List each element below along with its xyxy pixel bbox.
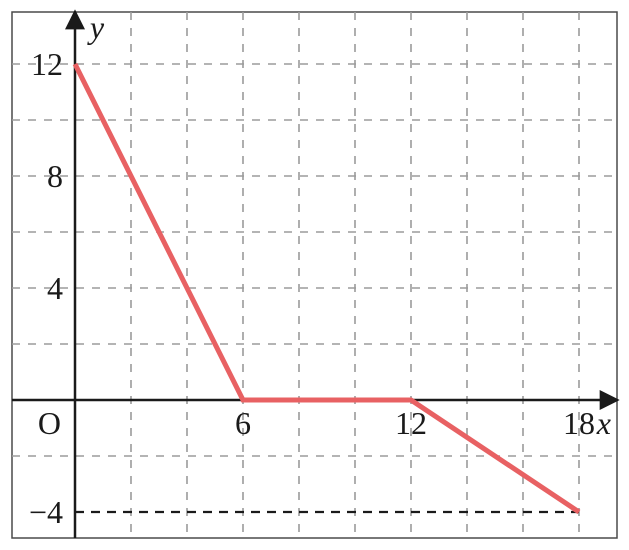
y-tick-label: 12 [31, 46, 63, 82]
y-tick-label: −4 [29, 494, 63, 530]
origin-label: O [38, 405, 61, 441]
y-axis-label: y [87, 9, 105, 45]
y-tick-label: 4 [47, 270, 63, 306]
line-chart: 6 12 18 −4 4 8 12 Ox y [0, 0, 629, 550]
chart-svg: 6 12 18 −4 4 8 12 Ox y [0, 0, 629, 550]
x-tick-label: 18 [563, 405, 595, 441]
x-tick-label: 12 [395, 405, 427, 441]
y-tick-label: 8 [47, 158, 63, 194]
x-axis-label: x [596, 405, 611, 441]
x-tick-label: 6 [235, 405, 251, 441]
